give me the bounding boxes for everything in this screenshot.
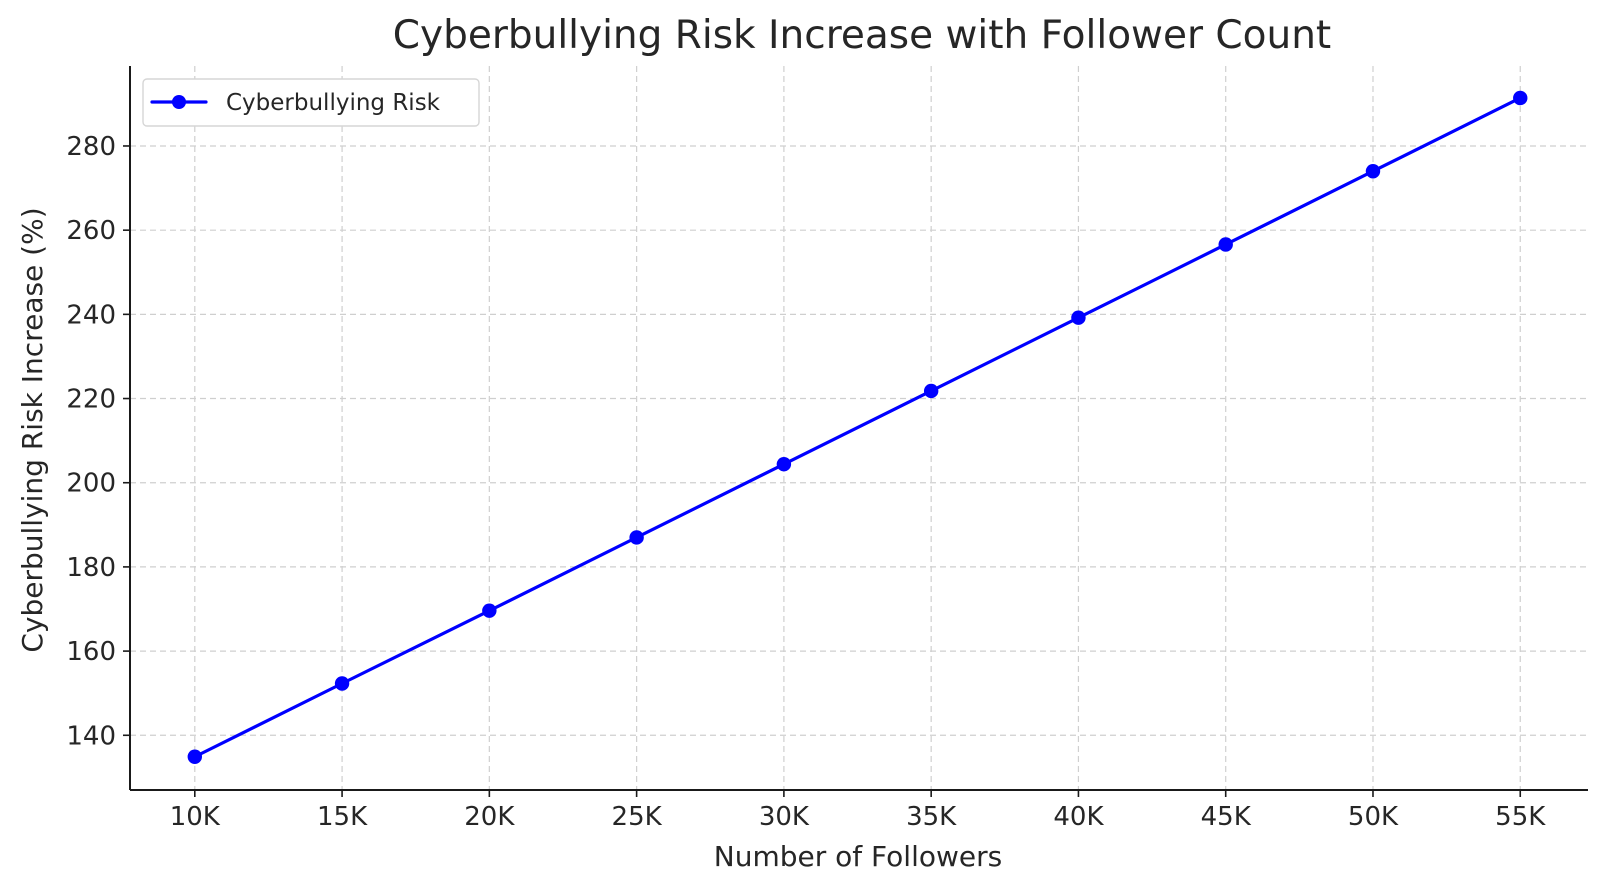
data-point: [334, 676, 350, 691]
data-point: [1071, 310, 1086, 325]
data-point: [923, 383, 939, 399]
data-point: [629, 530, 644, 545]
x-tick-label: 50K: [1348, 802, 1399, 832]
y-tick-label: 140: [66, 721, 116, 751]
y-tick-label: 280: [66, 132, 116, 162]
x-tick-label: 20K: [464, 802, 515, 832]
y-tick-label: 260: [66, 216, 116, 246]
chart-title: Cyberbullying Risk Increase with Followe…: [393, 13, 1331, 58]
x-tick-label: 30K: [759, 802, 810, 832]
y-tick-label: 240: [66, 300, 116, 330]
legend-series-label: Cyberbullying Risk: [226, 90, 441, 116]
tick-labels: 10K 15K 20K 25K 30K 35K 40K 45K 50K 55K 140 160 180 2…: [66, 132, 1546, 832]
legend-box: [142, 78, 480, 127]
x-tick-label: 40K: [1053, 802, 1104, 832]
data-point: [187, 749, 202, 764]
y-tick-label: 180: [66, 553, 116, 583]
x-tick-label: 10K: [170, 802, 221, 832]
data-point: [1513, 90, 1528, 106]
legend: Cyberbullying Risk: [142, 78, 480, 127]
data-point: [776, 457, 792, 472]
y-tick-label: 160: [66, 637, 116, 667]
x-tick-label: 55K: [1495, 802, 1546, 832]
x-tick-label: 35K: [906, 802, 957, 832]
x-tick-label: 15K: [317, 802, 368, 832]
legend-series-marker: [172, 95, 186, 109]
grid-lines: [130, 66, 1588, 790]
axes: [129, 66, 1588, 791]
y-tick-label: 220: [66, 385, 116, 415]
x-tick-label: 45K: [1201, 802, 1252, 832]
y-axis-label: Cyberbullying Risk Increase (%): [16, 207, 49, 652]
x-axis-label: Number of Followers: [714, 840, 1002, 873]
series-layer: [187, 90, 1528, 764]
data-point: [482, 603, 497, 618]
data-point: [1365, 164, 1381, 179]
series-line: [193, 96, 1522, 759]
x-tick-label: 25K: [612, 802, 663, 832]
y-tick-label: 200: [66, 469, 116, 499]
data-point: [1218, 237, 1233, 252]
